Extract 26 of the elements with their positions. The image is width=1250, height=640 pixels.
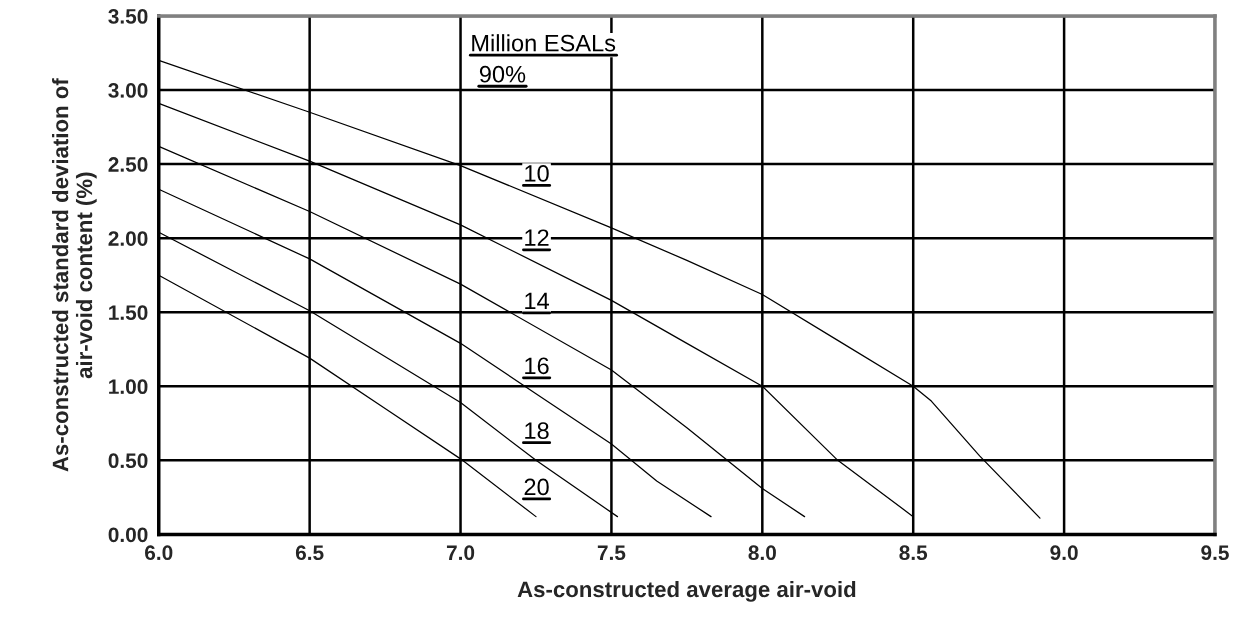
y-tick-label: 1.50 [109, 305, 148, 320]
series-label: 12 [525, 229, 549, 246]
x-tick-label: 8.0 [748, 545, 776, 561]
y-tick-label: 3.50 [108, 9, 148, 24]
series-label: 14 [525, 292, 549, 310]
x-tick-label: 7.0 [446, 545, 475, 561]
x-tick-label: 9.0 [1050, 545, 1078, 561]
y-tick-label: 1.00 [109, 379, 148, 395]
series-label: 10 [525, 165, 549, 182]
x-tick-label: 8.5 [899, 545, 928, 561]
x-tick-label: 6.5 [295, 545, 324, 561]
y-tick-label: 0.00 [108, 527, 148, 543]
x-axis-title: As-constructed average air-void [517, 580, 856, 602]
annotation: 90% [479, 65, 526, 83]
x-tick-label: 6.0 [145, 545, 173, 561]
series-label: 20 [524, 478, 549, 496]
series-label: 18 [525, 422, 549, 440]
x-tick-label: 9.5 [1201, 545, 1229, 561]
y-tick-label: 0.50 [108, 453, 148, 469]
y-axis-title: As-constructed standard deviation of air-void content (%) [52, 78, 97, 472]
series-label: 16 [525, 357, 549, 375]
y-tick-label: 3.00 [108, 83, 148, 98]
x-tick-label: 7.5 [597, 545, 626, 561]
annotation: Million ESALs [472, 34, 616, 52]
y-tick-label: 2.00 [108, 231, 148, 246]
y-tick-label: 2.50 [108, 157, 148, 172]
